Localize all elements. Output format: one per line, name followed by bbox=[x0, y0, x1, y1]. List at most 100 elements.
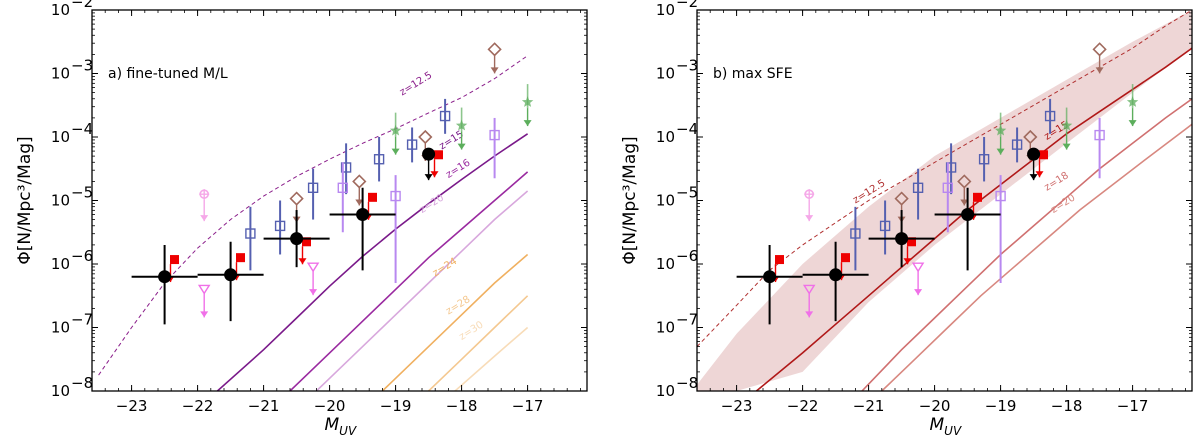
curve-label: z=16 bbox=[444, 158, 472, 181]
x-tick-label: −23 bbox=[721, 397, 753, 415]
curve-label: z=18 bbox=[1043, 170, 1071, 193]
upper-limit-arrowhead bbox=[1029, 174, 1038, 181]
panel-label: a) fine-tuned M/L bbox=[108, 66, 228, 82]
x-tick-label: −21 bbox=[248, 397, 280, 415]
panel-label: b) max SFE bbox=[713, 66, 793, 82]
data-point-red-square bbox=[302, 237, 311, 247]
upper-limit-arrowhead bbox=[200, 215, 209, 222]
x-axis-title: MUV bbox=[930, 415, 962, 437]
upper-limit-arrowhead bbox=[805, 311, 814, 318]
x-tick-label: −20 bbox=[919, 397, 951, 415]
x-tick-label: −23 bbox=[116, 397, 148, 415]
model-curve bbox=[216, 133, 529, 391]
x-tick-label: −17 bbox=[512, 397, 544, 415]
data-point-square bbox=[274, 220, 286, 232]
x-tick-label: −20 bbox=[314, 397, 346, 415]
data-point-star bbox=[389, 124, 402, 136]
y-axis-title: Φ[N/Mpc³/Mag] bbox=[15, 136, 35, 264]
y-tick-label: 10 bbox=[51, 192, 70, 210]
upper-limit-arrowhead bbox=[805, 215, 814, 222]
data-point-square bbox=[390, 190, 401, 202]
x-axis-title: MUV bbox=[325, 415, 357, 437]
y-tick-label: 10 bbox=[51, 1, 70, 19]
y-tick-label: 10 bbox=[656, 192, 675, 210]
curve-label: z=20 bbox=[1049, 192, 1077, 215]
y-tick-exponent: −6 bbox=[71, 247, 93, 265]
data-point-circle bbox=[961, 207, 975, 221]
data-point-square bbox=[912, 182, 924, 194]
upper-limit-arrowhead bbox=[1095, 67, 1104, 74]
data-point-square bbox=[373, 154, 385, 165]
y-tick-label: 10 bbox=[51, 128, 70, 146]
data-point-diamond bbox=[352, 174, 367, 189]
y-tick-exponent: −5 bbox=[71, 184, 93, 202]
curve-label: z=20 bbox=[418, 192, 446, 215]
data-point-circle bbox=[895, 232, 909, 246]
y-tick-label: 10 bbox=[656, 1, 675, 19]
y-tick-exponent: −4 bbox=[71, 120, 93, 138]
data-point-star bbox=[455, 119, 468, 131]
model-curve bbox=[861, 98, 1192, 391]
data-point-red-square bbox=[907, 237, 916, 247]
model-curve bbox=[381, 253, 529, 391]
upper-limit-arrowhead bbox=[523, 120, 532, 127]
data-point-cross-lines bbox=[804, 189, 815, 200]
panel-a: z=12.5z=15z=16z=20z=24z=28z=30−23 −22 −21−… bbox=[15, 0, 588, 437]
data-point-diamond bbox=[1092, 42, 1107, 57]
model-curve bbox=[697, 10, 1192, 347]
data-point-square bbox=[942, 182, 953, 194]
data-point-triangle bbox=[911, 262, 925, 273]
data-point-red-square bbox=[236, 253, 245, 263]
y-tick-label: 10 bbox=[656, 128, 675, 146]
y-tick-exponent: −4 bbox=[676, 120, 698, 138]
data-point-diamond bbox=[487, 42, 502, 57]
data-point-square bbox=[245, 228, 256, 239]
upper-limit-arrowhead bbox=[391, 148, 400, 155]
x-tick-label: −22 bbox=[182, 397, 214, 415]
data-point-circle bbox=[763, 270, 777, 284]
data-point-star bbox=[1060, 119, 1073, 131]
x-tick-label: −22 bbox=[787, 397, 819, 415]
data-point-red-square bbox=[1039, 150, 1048, 160]
upper-limit-arrowhead bbox=[996, 148, 1005, 155]
upper-limit-arrowhead bbox=[1128, 120, 1137, 127]
x-tick-label: −17 bbox=[1117, 397, 1149, 415]
data-point-red-square bbox=[434, 150, 443, 160]
data-point-red-square bbox=[973, 192, 982, 202]
upper-limit-arrowhead bbox=[355, 199, 364, 206]
y-tick-exponent: −2 bbox=[71, 0, 93, 11]
upper-limit-arrowhead bbox=[424, 174, 433, 181]
y-axis-title: Φ[N/Mpc³/Mag] bbox=[620, 136, 640, 264]
data-point-star bbox=[521, 96, 534, 107]
y-tick-exponent: −5 bbox=[676, 184, 698, 202]
panel-b: z=12.5z=15z=18z=20−23 −22 −21 −20 −19 −18 −171… bbox=[620, 0, 1193, 437]
y-tick-label: 10 bbox=[51, 255, 70, 273]
data-point-triangle bbox=[802, 284, 816, 295]
data-point-diamond bbox=[418, 129, 433, 145]
data-point-red-square bbox=[170, 255, 179, 265]
model-curve bbox=[315, 190, 529, 391]
y-tick-exponent: −7 bbox=[71, 311, 93, 329]
upper-limit-arrowhead bbox=[960, 199, 969, 206]
curve-label: z=28 bbox=[444, 294, 472, 317]
y-tick-label: 10 bbox=[656, 255, 675, 273]
upper-limit-arrowhead bbox=[430, 171, 439, 178]
x-tick-label: −18 bbox=[446, 397, 478, 415]
upper-limit-arrowhead bbox=[914, 289, 923, 296]
x-tick-label: −19 bbox=[380, 397, 412, 415]
data-point-circle bbox=[224, 268, 238, 282]
y-tick-exponent: −2 bbox=[676, 0, 698, 11]
data-point-square bbox=[439, 110, 451, 122]
y-tick-exponent: −8 bbox=[71, 374, 93, 392]
y-tick-exponent: −3 bbox=[71, 57, 93, 75]
data-point-circle bbox=[356, 207, 370, 221]
model-curve bbox=[454, 326, 529, 391]
y-tick-exponent: −8 bbox=[676, 374, 698, 392]
confidence-band bbox=[697, 10, 1192, 391]
data-point-red-square bbox=[841, 253, 850, 263]
data-point-circle bbox=[158, 270, 172, 284]
data-point-triangle bbox=[306, 262, 320, 273]
data-point-square bbox=[850, 228, 861, 239]
upper-limit-arrowhead bbox=[490, 67, 499, 74]
